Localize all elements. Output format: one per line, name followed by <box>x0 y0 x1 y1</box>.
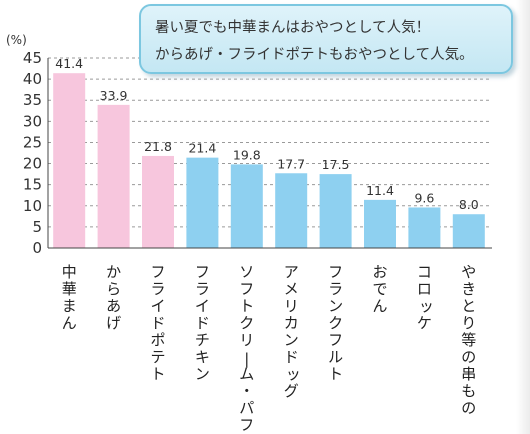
bar-1 <box>53 73 86 248</box>
y-tick-label: 45 <box>23 49 42 67</box>
callout-line-1: 暑い夏でも中華まんはおやつとして人気！ <box>155 20 431 36</box>
category-label-4: フライドチキン <box>195 263 210 383</box>
category-label-3: フライドポテト <box>150 263 165 383</box>
category-label-10: やきとり等の串もの <box>461 263 476 417</box>
data-label-4: 21.4 <box>188 141 216 156</box>
bar-9 <box>408 207 441 248</box>
data-label-1: 41.4 <box>55 56 83 71</box>
y-tick-label: 15 <box>23 176 42 194</box>
data-label-7: 17.5 <box>322 157 350 172</box>
category-label-8: おでん <box>372 263 387 315</box>
callout-box: 暑い夏でも中華まんはおやつとして人気！ からあげ・フライドポテトもおやつとして人… <box>139 4 513 74</box>
data-label-8: 11.4 <box>366 183 394 198</box>
y-tick-label: 25 <box>23 133 42 151</box>
data-label-2: 33.9 <box>100 88 128 103</box>
category-label-1: 中華まん <box>62 263 77 332</box>
data-label-6: 17.7 <box>277 156 305 171</box>
y-tick-label: 35 <box>23 91 42 109</box>
bar-2 <box>97 104 130 248</box>
y-tick-label: 40 <box>23 70 42 88</box>
bar-5 <box>230 164 263 248</box>
callout-line-2: からあげ・フライドポテトもおやつとして人気。 <box>155 47 474 63</box>
y-tick-label: 0 <box>32 239 42 257</box>
bar-3 <box>142 155 174 248</box>
category-label-5: ソフトクリ|ム・パフェ <box>239 263 256 434</box>
data-label-3: 21.8 <box>144 139 172 154</box>
bar-6 <box>275 173 308 248</box>
y-tick-label: 10 <box>23 197 42 215</box>
category-label-2: からあげ <box>106 263 121 332</box>
y-axis-unit: (%) <box>6 33 27 47</box>
data-label-9: 9.6 <box>414 190 434 205</box>
data-label-10: 8.0 <box>459 197 479 212</box>
bar-4 <box>186 157 219 248</box>
bar-8 <box>364 199 396 248</box>
y-tick-label: 20 <box>23 155 42 173</box>
category-label-6: アメリカンドッグ <box>284 263 301 400</box>
category-label-7: フランクフルト <box>328 263 343 383</box>
bar-10 <box>452 214 485 248</box>
y-tick-label: 5 <box>32 218 42 236</box>
y-tick-label: 30 <box>23 112 42 130</box>
data-label-5: 19.8 <box>233 147 261 162</box>
bar-7 <box>319 174 352 248</box>
page-edge-shadow <box>516 0 530 434</box>
category-label-9: コロッケ <box>417 263 434 332</box>
